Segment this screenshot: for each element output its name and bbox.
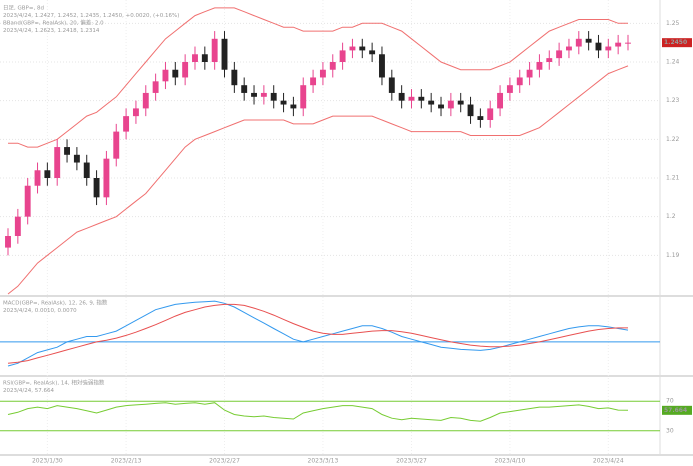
indicator-header: MACD(GBP=, RealAsk), 12, 26, 9, 指数 xyxy=(3,299,108,307)
candle-body xyxy=(152,81,159,93)
indicator-header: BBand(GBP=, RealAsk), 20, 偏差: 2.0 xyxy=(3,19,104,27)
candle-body xyxy=(231,69,238,86)
price-label-box xyxy=(662,405,692,415)
y-tick-label: 70 xyxy=(666,398,674,405)
indicator-header: 2023/4/24, 57.664 xyxy=(3,388,54,394)
candle-body xyxy=(5,236,11,248)
candle-body xyxy=(93,178,100,198)
candle-body xyxy=(113,131,120,159)
indicator-header: 2023/4/24, 0.0010, 0.0070 xyxy=(3,308,77,314)
candle-body xyxy=(467,104,474,117)
price-label: 1.2450 xyxy=(664,39,687,46)
x-tick-label: 2023/4/10 xyxy=(495,458,526,465)
indicator-line xyxy=(7,402,629,422)
candle-body xyxy=(24,185,31,217)
candle-body xyxy=(14,216,21,236)
candle-body xyxy=(369,50,376,55)
candle-body xyxy=(182,62,189,78)
candle-body xyxy=(64,147,70,155)
candle-body xyxy=(575,38,582,47)
candle-body xyxy=(408,96,415,101)
candle-body xyxy=(447,100,454,109)
bollinger-upper xyxy=(8,7,628,148)
candle-body xyxy=(44,170,51,178)
candle-body xyxy=(280,100,287,105)
candle-body xyxy=(221,38,228,70)
indicator-header: 日足, GBP=, 8d xyxy=(3,5,44,12)
candle-body xyxy=(526,69,533,78)
x-tick-label: 2023/3/27 xyxy=(396,458,427,465)
x-tick-label: 2023/2/13 xyxy=(111,458,142,465)
candle-body xyxy=(379,54,385,78)
y-tick-label: 1.19 xyxy=(666,252,680,259)
candle-body xyxy=(290,104,297,109)
x-tick-label: 2023/2/27 xyxy=(209,458,240,465)
price-label: 57.664 xyxy=(664,407,687,414)
indicator-header: 2023/4/24, 1.2427, 1.2452, 1.2435, 1.245… xyxy=(3,13,179,19)
candle-body xyxy=(73,154,80,163)
candle-body xyxy=(585,38,592,43)
candle-body xyxy=(103,158,110,198)
indicator-line xyxy=(7,303,628,364)
candle-body xyxy=(211,38,218,62)
candle-body xyxy=(241,85,248,93)
y-tick-label: 1.2 xyxy=(666,213,676,220)
candle-body xyxy=(319,69,326,78)
candle-body xyxy=(556,50,563,59)
indicator-header: RSI(GBP=, RealAsk), 14, 相対強弱指数 xyxy=(3,379,105,387)
candle-body xyxy=(566,46,572,51)
candle-body xyxy=(172,69,179,78)
candle-body xyxy=(457,100,464,105)
candle-body xyxy=(192,54,198,62)
candle-body xyxy=(625,42,631,44)
candle-body xyxy=(605,46,612,51)
candle-body xyxy=(300,85,307,109)
candle-body xyxy=(83,162,90,178)
candle-body xyxy=(398,92,405,101)
candle-body xyxy=(142,92,149,109)
candle-body xyxy=(497,92,504,109)
candle-body xyxy=(132,108,139,117)
x-tick-label: 2023/4/24 xyxy=(593,458,624,465)
y-tick-label: 1.21 xyxy=(666,175,680,182)
y-tick-label: 1.25 xyxy=(666,20,680,27)
x-tick-label: 2023/1/30 xyxy=(32,458,63,465)
candle-body xyxy=(546,58,553,62)
candle-body xyxy=(516,77,523,86)
candle-body xyxy=(339,50,346,62)
x-tick-label: 2023/3/13 xyxy=(308,458,339,465)
candle-body xyxy=(477,116,484,120)
candle-body xyxy=(123,116,130,132)
candle-body xyxy=(260,92,267,97)
candle-body xyxy=(349,46,356,51)
candle-body xyxy=(428,100,435,105)
candle-body xyxy=(506,85,513,93)
candle-body xyxy=(359,46,366,51)
candle-body xyxy=(34,170,41,186)
candle-body xyxy=(162,69,169,82)
candle-body xyxy=(270,92,277,101)
candle-body xyxy=(615,42,622,47)
candle-body xyxy=(418,96,425,101)
candle-body xyxy=(251,92,257,97)
y-tick-label: 1.22 xyxy=(666,136,680,143)
indicator-line xyxy=(7,300,629,367)
candle-body xyxy=(310,77,317,86)
candle-body xyxy=(329,62,336,70)
price-label-box xyxy=(662,38,692,48)
y-tick-label: 1.24 xyxy=(666,59,680,66)
candle-body xyxy=(487,108,494,120)
candle-body xyxy=(388,77,395,93)
y-tick-label: 1.23 xyxy=(666,97,680,104)
indicator-header: 2023/4/24, 1.2623, 1.2418, 1.2314 xyxy=(3,28,100,34)
candle-body xyxy=(54,147,61,178)
candle-body xyxy=(201,54,208,62)
candle-body xyxy=(438,104,444,109)
bollinger-lower xyxy=(7,65,629,295)
y-tick-label: 30 xyxy=(666,427,674,434)
candle-body xyxy=(595,42,602,51)
candle-body xyxy=(536,62,543,70)
